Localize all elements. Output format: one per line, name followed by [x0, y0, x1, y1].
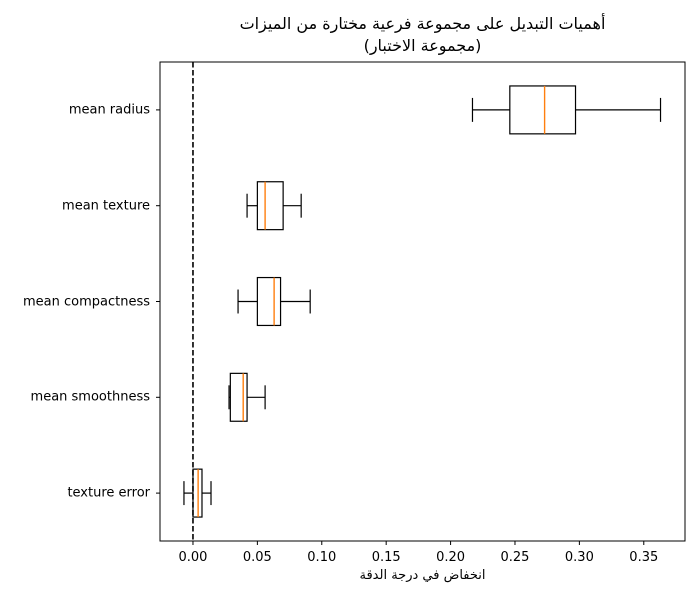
iqr-box [256, 181, 284, 231]
box-mean-smoothness [228, 372, 266, 422]
x-tick-label: 0.15 [371, 550, 401, 565]
y-tick-label: mean compactness [22, 294, 150, 309]
y-axis-ticks [156, 109, 160, 494]
box-mean-radius [471, 85, 662, 135]
chart-subtitle: (مجموعة الاختبار) [363, 36, 482, 55]
x-tick-label: 0.00 [178, 550, 208, 565]
box-mean-texture [246, 181, 302, 231]
x-tick-label: 0.35 [629, 550, 659, 565]
boxplot-group [183, 85, 662, 518]
x-tick-label: 0.10 [307, 550, 337, 565]
y-tick-label: mean smoothness [30, 389, 150, 405]
box-mean-compactness [237, 276, 311, 327]
x-axis-label: انخفاض في درجة الدقة [359, 568, 486, 583]
y-tick-label: mean radius [68, 102, 150, 118]
x-tick-label: 0.05 [242, 550, 272, 565]
iqr-box [229, 372, 248, 422]
chart-title: أهميات التبديل على مجموعة فرعية مختارة م… [239, 14, 606, 33]
x-tick-label: 0.20 [436, 550, 466, 565]
y-tick-label: mean texture [62, 198, 150, 214]
x-axis-ticks [192, 541, 645, 545]
x-tick-label: 0.30 [564, 550, 594, 565]
box-texture-error [183, 468, 212, 518]
iqr-box [509, 85, 577, 135]
y-tick-label: texture error [67, 485, 150, 501]
x-tick-label: 0.25 [500, 550, 530, 565]
iqr-box [256, 276, 282, 327]
